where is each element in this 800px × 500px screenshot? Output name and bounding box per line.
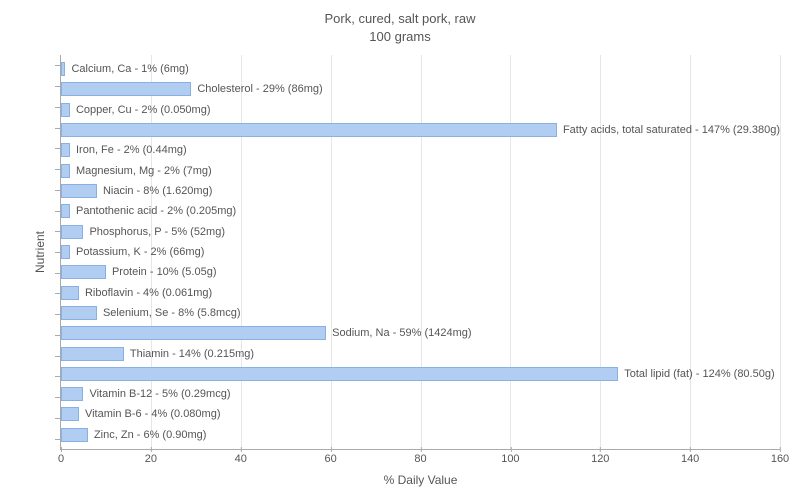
bar-row: Zinc, Zn - 6% (0.90mg)	[61, 427, 780, 443]
y-tick	[55, 376, 60, 377]
plot-area: Calcium, Ca - 1% (6mg) Cholesterol - 29% …	[60, 55, 780, 450]
x-tick-label: 100	[501, 453, 519, 465]
bar-row: Fatty acids, total saturated - 147% (29.…	[61, 122, 780, 138]
bar	[61, 407, 79, 421]
y-tick	[55, 107, 60, 108]
bar-label: Copper, Cu - 2% (0.050mg)	[76, 104, 211, 116]
bar-label: Cholesterol - 29% (86mg)	[197, 83, 322, 95]
bar-row: Vitamin B-12 - 5% (0.29mcg)	[61, 386, 780, 402]
bar-label: Vitamin B-6 - 4% (0.080mg)	[85, 408, 221, 420]
bar-label: Potassium, K - 2% (66mg)	[76, 246, 204, 258]
bar-row: Riboflavin - 4% (0.061mg)	[61, 285, 780, 301]
bar-row: Copper, Cu - 2% (0.050mg)	[61, 102, 780, 118]
y-tick	[55, 190, 60, 191]
x-tick-label: 80	[414, 453, 426, 465]
x-axis-label: % Daily Value	[384, 473, 458, 487]
y-tick	[55, 65, 60, 66]
y-tick	[55, 211, 60, 212]
bars-layer: Calcium, Ca - 1% (6mg) Cholesterol - 29% …	[61, 55, 780, 449]
bar	[61, 347, 124, 361]
bar-row: Phosphorus, P - 5% (52mg)	[61, 224, 780, 240]
bar-label: Phosphorus, P - 5% (52mg)	[89, 226, 225, 238]
bar	[61, 62, 65, 76]
bar	[61, 265, 106, 279]
y-tick	[55, 169, 60, 170]
bar	[61, 103, 70, 117]
bar-row: Total lipid (fat) - 124% (80.50g)	[61, 366, 780, 382]
bar-label: Niacin - 8% (1.620mg)	[103, 185, 212, 197]
y-tick	[55, 335, 60, 336]
bar	[61, 184, 97, 198]
bar-label: Total lipid (fat) - 124% (80.50g)	[624, 368, 774, 380]
y-tick	[55, 273, 60, 274]
y-tick	[55, 356, 60, 357]
bar-row: Thiamin - 14% (0.215mg)	[61, 346, 780, 362]
y-tick	[55, 293, 60, 294]
bar-row: Cholesterol - 29% (86mg)	[61, 81, 780, 97]
bar-row: Protein - 10% (5.05g)	[61, 264, 780, 280]
y-tick	[55, 86, 60, 87]
x-ticks: 020406080100120140160	[61, 453, 780, 467]
bar-row: Vitamin B-6 - 4% (0.080mg)	[61, 406, 780, 422]
bar-row: Iron, Fe - 2% (0.44mg)	[61, 142, 780, 158]
y-tick	[55, 439, 60, 440]
bar	[61, 306, 97, 320]
bar	[61, 326, 326, 340]
y-axis-label-wrap: Nutrient	[19, 245, 61, 259]
x-tick-label: 160	[771, 453, 789, 465]
bar-row: Calcium, Ca - 1% (6mg)	[61, 61, 780, 77]
grid-line	[780, 55, 781, 449]
bar	[61, 286, 79, 300]
x-tick-label: 120	[591, 453, 609, 465]
bar	[61, 82, 191, 96]
bar-label: Vitamin B-12 - 5% (0.29mcg)	[89, 388, 230, 400]
y-tick	[55, 231, 60, 232]
bar-label: Thiamin - 14% (0.215mg)	[130, 348, 254, 360]
bar	[61, 387, 83, 401]
bar-label: Iron, Fe - 2% (0.44mg)	[76, 144, 187, 156]
bar-label: Protein - 10% (5.05g)	[112, 266, 217, 278]
bar-label: Zinc, Zn - 6% (0.90mg)	[94, 429, 206, 441]
y-tick	[55, 397, 60, 398]
x-tick-label: 40	[235, 453, 247, 465]
y-axis-label: Nutrient	[33, 231, 47, 273]
bar-label: Calcium, Ca - 1% (6mg)	[71, 63, 188, 75]
bar	[61, 164, 70, 178]
chart-title: Pork, cured, salt pork, raw 100 grams	[0, 0, 800, 46]
y-tick	[55, 418, 60, 419]
bar-label: Sodium, Na - 59% (1424mg)	[332, 327, 471, 339]
bar	[61, 245, 70, 259]
y-tick	[55, 128, 60, 129]
bar-label: Selenium, Se - 8% (5.8mcg)	[103, 307, 241, 319]
bar	[61, 225, 83, 239]
bar-row: Magnesium, Mg - 2% (7mg)	[61, 163, 780, 179]
bar	[61, 428, 88, 442]
bar	[61, 367, 618, 381]
x-tick-label: 20	[145, 453, 157, 465]
bar-row: Niacin - 8% (1.620mg)	[61, 183, 780, 199]
x-tick-label: 0	[58, 453, 64, 465]
bar-label: Riboflavin - 4% (0.061mg)	[85, 287, 212, 299]
bar-row: Sodium, Na - 59% (1424mg)	[61, 325, 780, 341]
x-tick-label: 60	[325, 453, 337, 465]
y-tick	[55, 314, 60, 315]
bar-row: Pantothenic acid - 2% (0.205mg)	[61, 203, 780, 219]
bar-row: Selenium, Se - 8% (5.8mcg)	[61, 305, 780, 321]
bar	[61, 204, 70, 218]
bar-label: Magnesium, Mg - 2% (7mg)	[76, 165, 212, 177]
bar	[61, 143, 70, 157]
chart-title-line2: 100 grams	[369, 29, 430, 44]
bar-label: Pantothenic acid - 2% (0.205mg)	[76, 205, 236, 217]
bar-label: Fatty acids, total saturated - 147% (29.…	[563, 124, 780, 136]
bar	[61, 123, 557, 137]
bar-row: Potassium, K - 2% (66mg)	[61, 244, 780, 260]
y-tick	[55, 148, 60, 149]
x-tick-label: 140	[681, 453, 699, 465]
chart-title-line1: Pork, cured, salt pork, raw	[325, 11, 476, 26]
